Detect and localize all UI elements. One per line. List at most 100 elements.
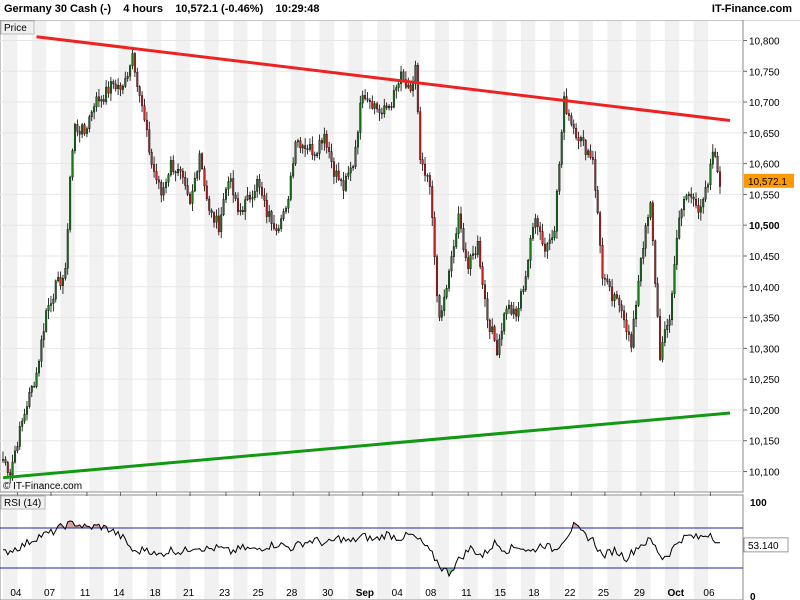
- candle-body: [81, 124, 84, 135]
- price-tick-label: 10,800: [749, 36, 780, 47]
- day-stripe: [118, 496, 133, 599]
- candle-body: [222, 199, 225, 215]
- candle-body: [352, 166, 355, 169]
- candle-body: [594, 159, 597, 191]
- day-stripe: [520, 496, 536, 599]
- candle-body: [570, 115, 573, 125]
- candle-body: [644, 225, 647, 249]
- candle-body: [707, 184, 709, 188]
- rsi-last-label: 53.140: [748, 541, 779, 552]
- price-tick-label: 10,250: [749, 375, 780, 386]
- candle-body: [349, 167, 352, 174]
- candle-body: [687, 193, 690, 196]
- candle-body: [440, 310, 443, 318]
- candle-body: [215, 215, 218, 223]
- candle-body: [107, 86, 110, 94]
- candle-body: [603, 277, 606, 280]
- candle-body: [301, 145, 304, 149]
- candle-body: [217, 215, 220, 233]
- candle-body: [246, 195, 249, 200]
- price-tick-label: 10,300: [749, 344, 780, 355]
- rsi-tick-label: 0: [750, 592, 756, 600]
- candle-body: [129, 65, 132, 77]
- candle-body: [172, 160, 175, 172]
- rsi-overbought-fill: [67, 520, 71, 528]
- candle-body: [102, 99, 105, 102]
- candle-body: [608, 281, 611, 288]
- candle-body: [181, 170, 184, 178]
- rsi-panel-tab[interactable]: [0, 495, 46, 510]
- candle-body: [704, 186, 707, 200]
- candle-body: [280, 218, 283, 229]
- candle-body: [500, 330, 503, 340]
- candle-body: [337, 170, 340, 180]
- candle-body: [639, 258, 642, 282]
- candle-body: [426, 175, 429, 177]
- candle-body: [16, 446, 19, 452]
- candle-body: [93, 106, 96, 113]
- candle-body: [184, 177, 187, 186]
- candle-body: [719, 171, 721, 187]
- candle-body: [591, 157, 594, 160]
- candle-body: [21, 420, 24, 427]
- candle-body: [69, 176, 72, 230]
- candle-body: [673, 264, 676, 294]
- candle-body: [9, 472, 12, 476]
- candle-body: [407, 84, 410, 88]
- candle-body: [402, 71, 405, 80]
- price-panel-tab[interactable]: [0, 20, 35, 35]
- candle-body: [613, 294, 616, 301]
- candle-body: [237, 198, 239, 212]
- candle-body: [467, 257, 470, 269]
- day-stripe: [377, 496, 392, 599]
- x-tick-label: 18: [528, 588, 540, 599]
- candle-body: [474, 253, 477, 256]
- candle-body: [191, 190, 194, 204]
- price-tick-label: 10,100: [749, 468, 780, 479]
- price-tick-label: 10,550: [749, 190, 780, 201]
- candle-body: [666, 325, 669, 330]
- candle-body: [565, 96, 568, 114]
- candle-body: [390, 105, 393, 108]
- candle-body: [424, 163, 427, 176]
- candle-body: [680, 209, 683, 219]
- candle-body: [625, 319, 628, 332]
- candle-body: [201, 153, 204, 169]
- candle-body: [615, 294, 618, 299]
- candle-body: [692, 196, 695, 200]
- candle-body: [421, 159, 424, 165]
- candle-body: [294, 141, 297, 164]
- candle-body: [6, 462, 9, 473]
- candle-body: [445, 288, 448, 298]
- candle-body: [599, 212, 602, 246]
- day-stripe: [233, 496, 248, 599]
- candle-body: [623, 310, 626, 321]
- candle-body: [534, 218, 537, 228]
- candle-body: [376, 103, 379, 110]
- candle-body: [488, 319, 491, 332]
- candle-body: [229, 178, 232, 182]
- candle-body: [368, 99, 371, 102]
- candle-body: [275, 228, 278, 232]
- x-tick-label: 06: [703, 588, 715, 599]
- candle-body: [695, 198, 697, 206]
- candle-body: [299, 140, 302, 149]
- candle-body: [205, 185, 208, 200]
- candle-body: [649, 202, 652, 218]
- candle-body: [28, 392, 31, 407]
- candle-body: [241, 210, 244, 213]
- price-tick-label: 10,650: [749, 129, 780, 140]
- candle-body: [507, 304, 510, 310]
- candle-body: [169, 160, 172, 176]
- candle-body: [455, 233, 458, 247]
- x-tick-label: 04: [392, 588, 404, 599]
- candle-body: [567, 113, 570, 116]
- candle-body: [45, 310, 48, 332]
- candle-body: [618, 297, 621, 306]
- candle-body: [620, 304, 623, 312]
- support-trendline: [2, 411, 731, 480]
- price-tick-label: 10,500: [749, 221, 780, 232]
- x-tick-label: 25: [598, 588, 610, 599]
- price-tick-label: 10,400: [749, 283, 780, 294]
- candle-body: [347, 172, 350, 177]
